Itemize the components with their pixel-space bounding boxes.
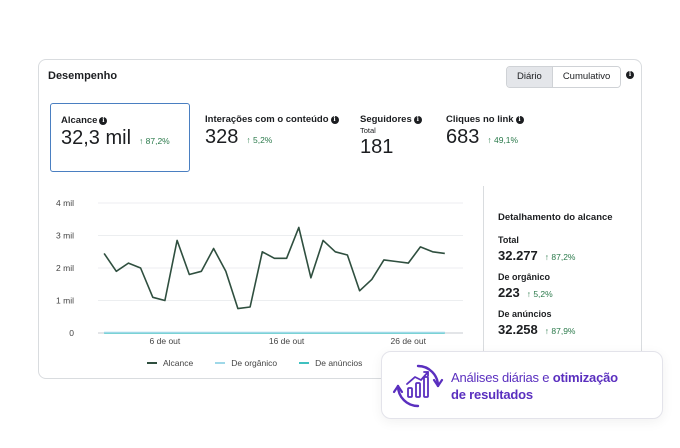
promo-text-bold-2: de resultados bbox=[451, 387, 533, 402]
card-title: Desempenho bbox=[48, 70, 118, 82]
legend-label: De anúncios bbox=[315, 358, 363, 368]
breakdown-change: ↑ 5,2% bbox=[526, 289, 553, 299]
performance-card: Desempenho Diário Cumulativo i Alcance i … bbox=[38, 59, 642, 379]
growth-chart-icon bbox=[392, 364, 444, 408]
metric-label: Cliques no link bbox=[446, 114, 514, 125]
panel-divider bbox=[483, 186, 484, 356]
legend-swatch bbox=[147, 362, 157, 364]
legend-label: Alcance bbox=[163, 358, 194, 368]
x-tick-label: 16 de out bbox=[269, 336, 305, 346]
x-tick-label: 26 de out bbox=[391, 336, 427, 346]
metric-change: ↑ 5,2% bbox=[246, 135, 273, 145]
breakdown-item-ads: De anúncios 32.258 ↑ 87,9% bbox=[498, 309, 638, 337]
metric-link-clicks[interactable]: Cliques no link i 683 ↑ 49,1% bbox=[446, 114, 524, 149]
metric-label: Seguidores bbox=[360, 114, 412, 125]
metric-label: Alcance bbox=[61, 115, 98, 126]
info-icon[interactable]: i bbox=[330, 116, 339, 124]
info-icon[interactable]: i bbox=[413, 116, 422, 124]
metric-interactions[interactable]: Interações com o conteúdo i 328 ↑ 5,2% bbox=[205, 114, 339, 149]
breakdown-item-total: Total 32.277 ↑ 87,2% bbox=[498, 235, 638, 263]
metric-reach[interactable]: Alcance i 32,3 mil ↑ 87,2% bbox=[50, 103, 190, 172]
breakdown-label: De orgânico bbox=[498, 272, 551, 282]
breakdown-change: ↑ 87,9% bbox=[544, 326, 576, 336]
y-axis-ticks: 0 1 mil 2 mil 3 mil 4 mil bbox=[56, 198, 74, 338]
reach-line-chart: 0 1 mil 2 mil 3 mil 4 mil 6 de out 16 de out 2… bbox=[56, 198, 463, 346]
chart-grid bbox=[98, 202, 463, 334]
metric-value: 32,3 mil bbox=[61, 127, 132, 149]
promo-text-regular: Análises diárias e bbox=[451, 370, 553, 385]
metric-change: ↑ 49,1% bbox=[487, 135, 519, 145]
info-icon[interactable]: i bbox=[515, 116, 524, 124]
promo-text-bold: otimização bbox=[552, 370, 618, 385]
info-icon[interactable]: i bbox=[626, 71, 634, 79]
legend-item-organic[interactable]: De orgânico bbox=[215, 358, 277, 368]
legend-swatch bbox=[299, 362, 310, 364]
breakdown-label: De anúncios bbox=[498, 309, 552, 319]
legend-item-ads[interactable]: De anúncios bbox=[299, 358, 362, 368]
toggle-cumulative[interactable]: Cumulativo bbox=[551, 67, 621, 87]
view-toggle: Diário Cumulativo bbox=[506, 66, 622, 88]
y-tick-label: 4 mil bbox=[56, 198, 74, 208]
chart-legend: Alcance De orgânico De anúncios bbox=[147, 358, 362, 368]
y-tick-label: 2 mil bbox=[56, 263, 74, 273]
promo-banner: Análises diárias e otimização de resulta… bbox=[381, 351, 663, 419]
legend-item-reach[interactable]: Alcance bbox=[147, 358, 193, 368]
y-tick-label: 0 bbox=[69, 328, 74, 338]
breakdown-label: Total bbox=[498, 235, 519, 245]
info-icon[interactable]: i bbox=[99, 117, 108, 125]
y-tick-label: 1 mil bbox=[56, 296, 74, 306]
x-tick-label: 6 de out bbox=[150, 336, 181, 346]
reach-breakdown: Detalhamento do alcance Total 32.277 ↑ 8… bbox=[498, 212, 638, 346]
metric-label: Interações com o conteúdo bbox=[205, 114, 329, 125]
chart-series bbox=[103, 226, 445, 334]
breakdown-value: 32.258 bbox=[498, 322, 538, 337]
breakdown-item-organic: De orgânico 223 ↑ 5,2% bbox=[498, 272, 638, 300]
legend-label: De orgânico bbox=[231, 358, 278, 368]
metric-sublabel: Total bbox=[360, 126, 376, 135]
breakdown-value: 32.277 bbox=[498, 248, 538, 263]
x-axis-ticks: 6 de out 16 de out 26 de out bbox=[150, 336, 427, 346]
promo-text: Análises diárias e otimização de resulta… bbox=[451, 369, 618, 403]
legend-swatch bbox=[215, 362, 226, 364]
breakdown-value: 223 bbox=[498, 285, 520, 300]
metric-followers[interactable]: Seguidores i Total 181 bbox=[360, 114, 422, 159]
breakdown-title: Detalhamento do alcance bbox=[498, 212, 613, 223]
y-tick-label: 3 mil bbox=[56, 231, 74, 241]
toggle-daily[interactable]: Diário bbox=[507, 67, 552, 87]
series-line-0 bbox=[103, 226, 445, 310]
metric-change: ↑ 87,2% bbox=[139, 136, 170, 146]
breakdown-change: ↑ 87,2% bbox=[544, 252, 576, 262]
metric-value: 181 bbox=[360, 136, 394, 158]
metric-value: 683 bbox=[446, 126, 480, 148]
metric-value: 328 bbox=[205, 126, 239, 148]
